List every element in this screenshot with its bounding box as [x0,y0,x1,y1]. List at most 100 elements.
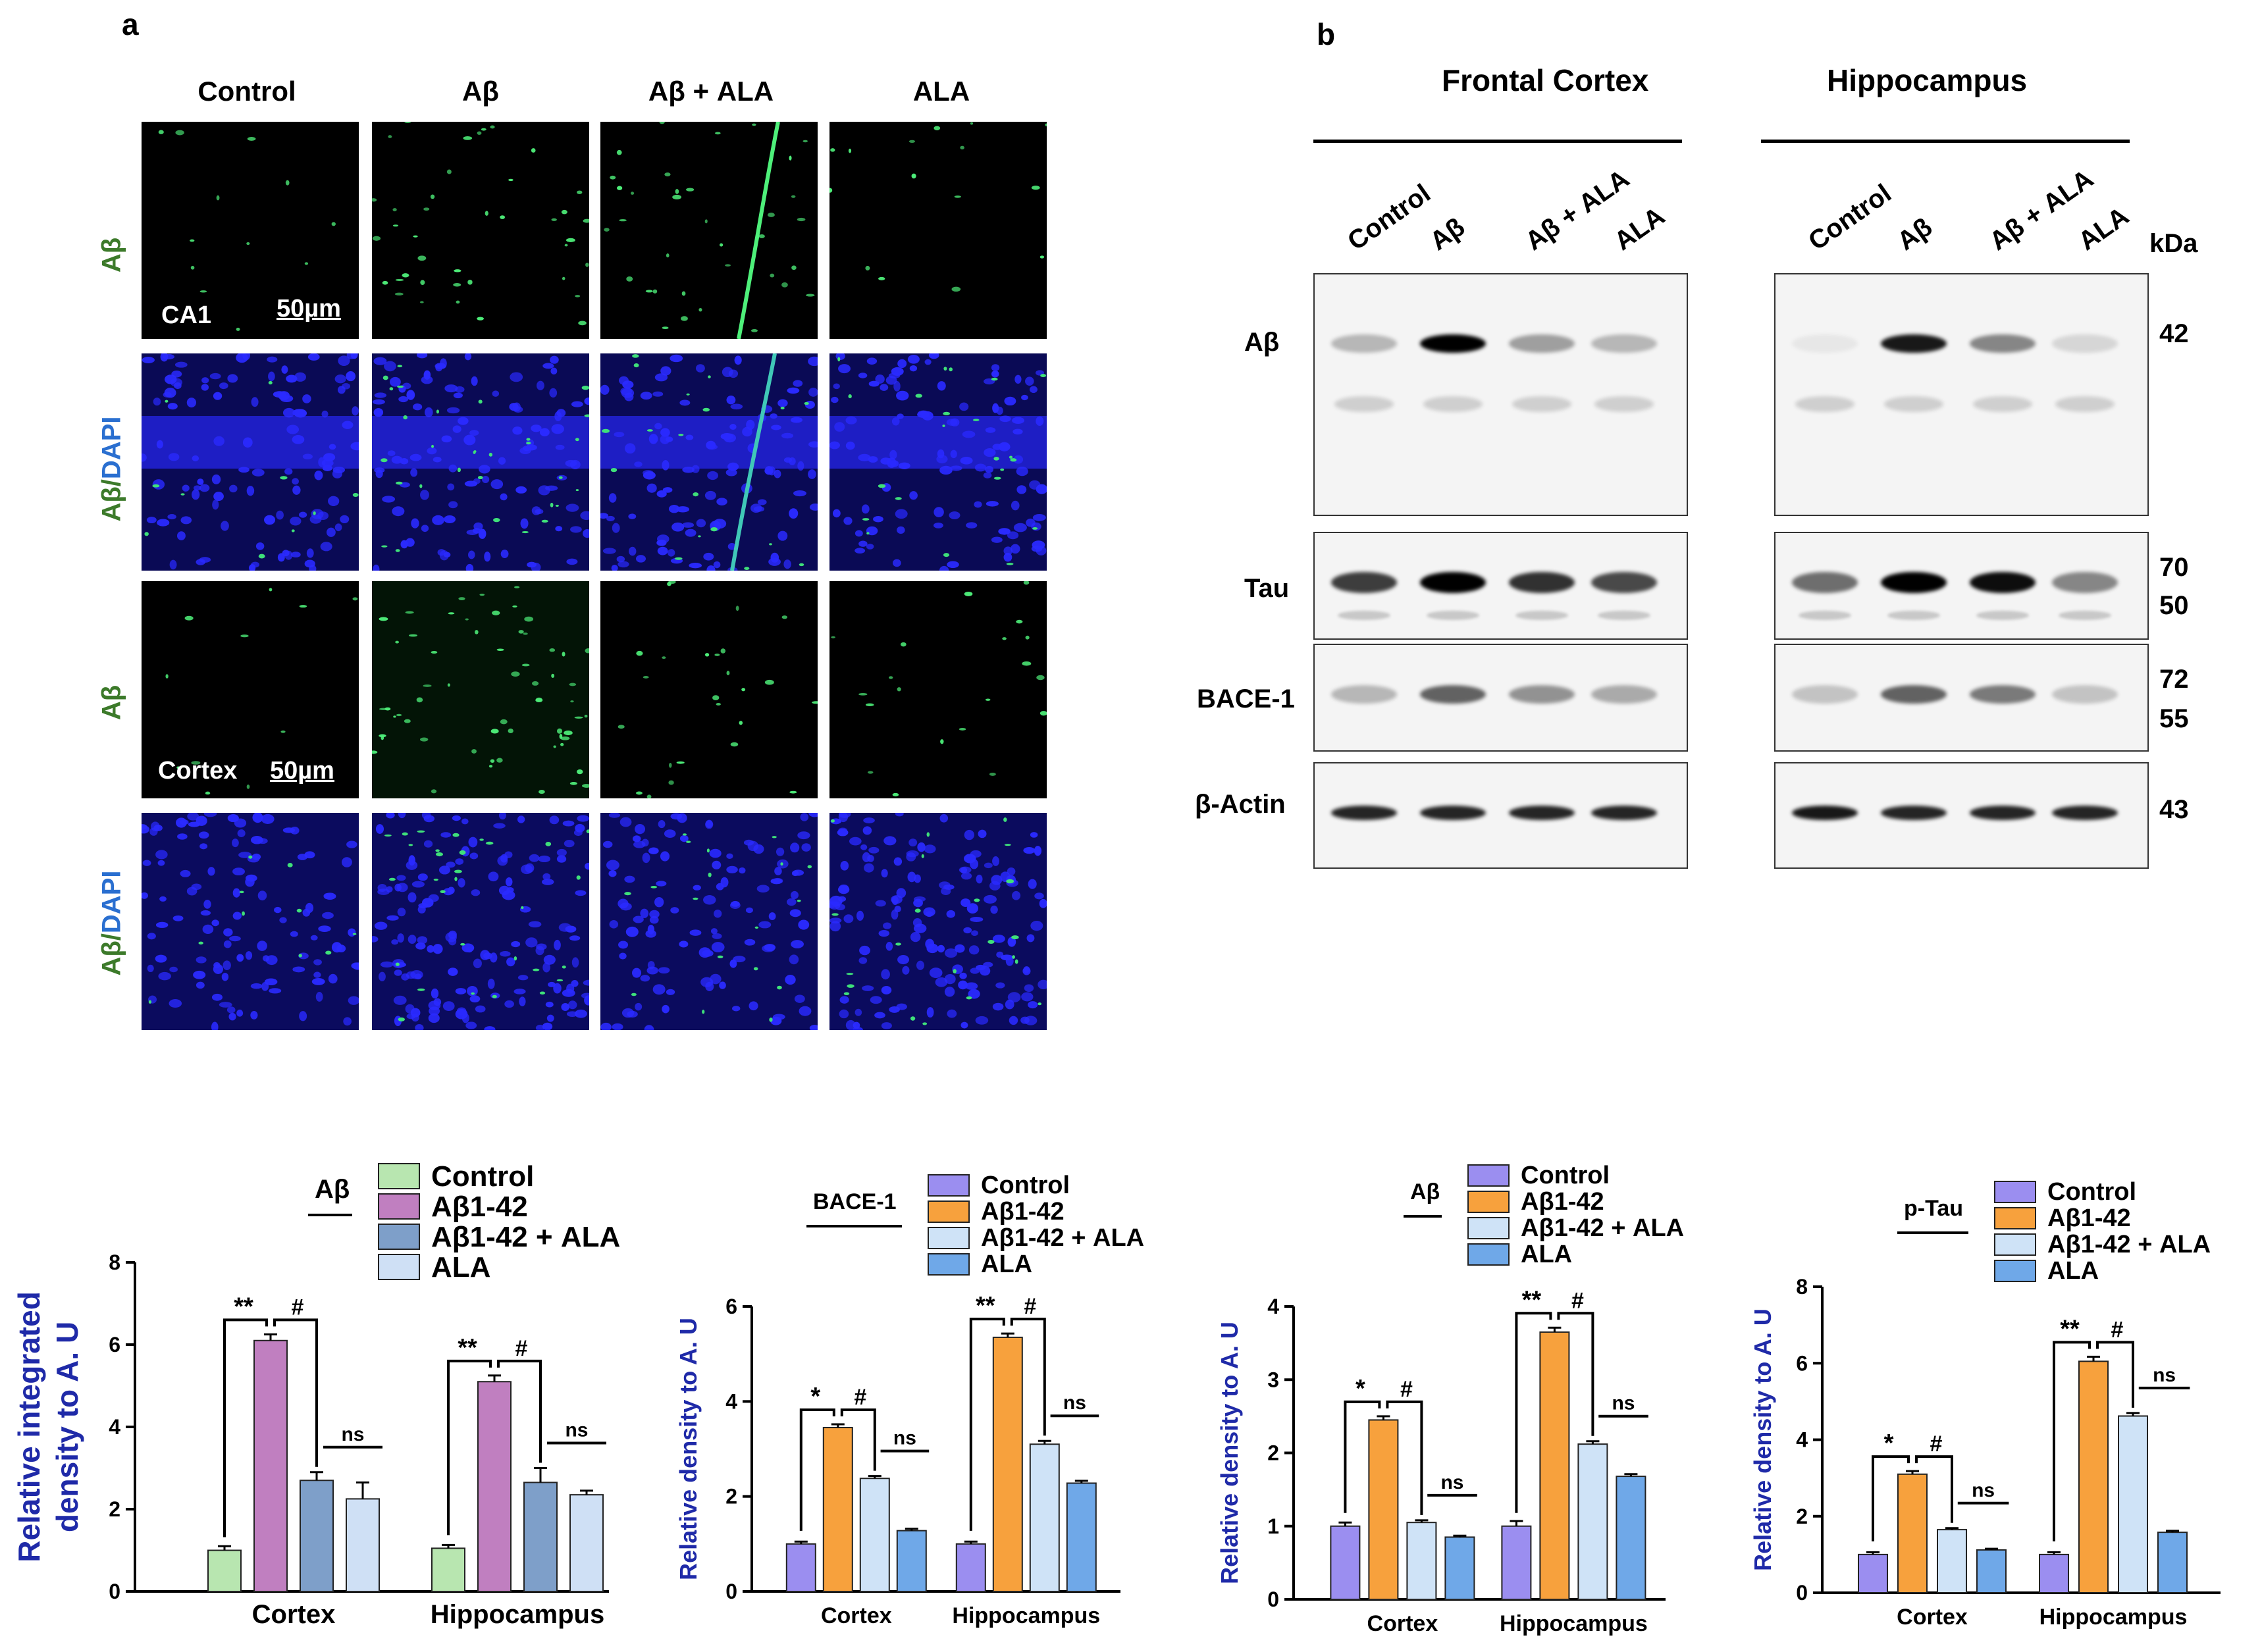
merged-suffix: DAPI [97,870,126,934]
y-tick-label: 2 [725,1485,737,1509]
significance-bracket [1915,1455,1953,1523]
blot-band [1881,806,1947,820]
hippocampus-title: Hippocampus [1827,63,2028,97]
col-header-ala: ALA [912,76,970,107]
significance-mark: # [2111,1317,2124,1342]
lane-label: Aβ [1892,212,1938,257]
blot-band [1331,806,1397,820]
legend-entry: ALA [431,1251,490,1283]
y-tick-label: 6 [1796,1351,1808,1375]
blot-band [2052,685,2118,704]
bar [1858,1553,1888,1593]
significance-mark: ns [1612,1393,1635,1414]
blot-band [1420,685,1486,704]
blot-band [1509,685,1575,704]
blot-band [1881,572,1947,593]
significance-mark: ** [976,1292,995,1320]
significance-bracket [1386,1400,1423,1515]
blot-band [1515,611,1568,620]
merged-micrograph [142,353,359,571]
significance-mark: # [292,1295,304,1320]
blot-band [1427,611,1479,620]
bar [2039,1553,2069,1593]
y-tick-label: 3 [1267,1368,1279,1391]
bar [896,1530,927,1593]
legend-swatch [928,1253,970,1276]
blot-band [1334,396,1394,412]
blot-band [1338,611,1390,620]
blot-band [1594,396,1654,412]
significance-mark: # [1024,1294,1036,1319]
significance-mark: ** [458,1334,477,1362]
merged-suffix: DAPI [97,416,126,480]
y-tick-label: 4 [109,1415,120,1439]
bar [1616,1476,1646,1601]
blot-band [1795,396,1854,412]
blot-band [1799,611,1851,620]
legend-swatch [1994,1181,2036,1203]
bar [2118,1415,2148,1593]
significance-bracket [273,1318,318,1467]
significance-bracket [799,1408,835,1531]
blot-band [1970,572,2036,593]
blot-band [1512,396,1571,412]
blot-band [1420,334,1486,353]
col-header-control: Control [197,76,296,107]
y-axis-label: density to A. U [50,1322,84,1532]
protein-label-beta-actin: β-Actin [1195,790,1286,819]
cortex-region-label: Cortex [158,757,238,785]
protein-label-bace1: BACE-1 [1197,684,1295,713]
legend-entry: Aβ1-42 [431,1191,528,1223]
legend-title: Aβ [1410,1179,1440,1204]
bar [1406,1522,1437,1600]
significance-bracket [447,1359,492,1536]
bar [569,1494,604,1592]
row-label-ca1-merged: Aβ/DAPI [97,410,127,529]
legend-title: BACE-1 [813,1189,897,1214]
bar [1368,1419,1399,1600]
blot-band [2059,611,2111,620]
ca1-scale-bar: 50µm [276,295,341,323]
significance-mark: ns [1972,1480,1995,1501]
bar [955,1543,986,1592]
lane-label: Control [1342,178,1436,257]
bar [207,1549,242,1592]
significance-mark: * [1355,1375,1365,1403]
panel-b-letter: b [1317,17,1336,51]
x-tick-label: Hippocampus [952,1603,1100,1628]
significance-mark: ** [234,1293,253,1320]
blot-band [1331,685,1397,704]
y-tick-label: 0 [109,1580,120,1603]
bar [300,1480,334,1592]
legend-swatch [378,1163,420,1189]
frontal-cortex-rule [1313,140,1682,143]
y-tick-label: 4 [1267,1295,1279,1318]
row-label-cortex-abeta: Aβ [97,684,126,721]
y-tick-label: 6 [725,1295,737,1318]
significance-bracket [497,1359,542,1463]
significance-mark: # [1930,1432,1943,1457]
blot-band [2055,396,2115,412]
lane-label: ALA [1609,201,1670,257]
legend-entry: ALA [981,1251,1032,1278]
blot-band [1970,334,2036,353]
blot-abeta [1313,273,1688,516]
x-tick-label: Hippocampus [431,1600,604,1629]
bar [859,1478,890,1593]
bar [523,1482,558,1592]
bar [1501,1525,1532,1600]
significance-mark: ** [1522,1286,1542,1314]
blot-band [1509,572,1575,593]
blot-band [1420,572,1486,593]
significance-mark: ns [2153,1364,2176,1386]
merged-micrograph [600,353,818,571]
merged-micrograph [142,813,359,1030]
merged-micrograph [829,353,1047,571]
legend-swatch [1994,1233,2036,1256]
blot-band [2052,334,2118,353]
y-tick-label: 2 [109,1497,120,1521]
legend-swatch [1467,1191,1510,1213]
legend-entry: Control [981,1172,1070,1199]
significance-bracket [1515,1312,1552,1513]
lane-label: Aβ [1425,212,1471,257]
